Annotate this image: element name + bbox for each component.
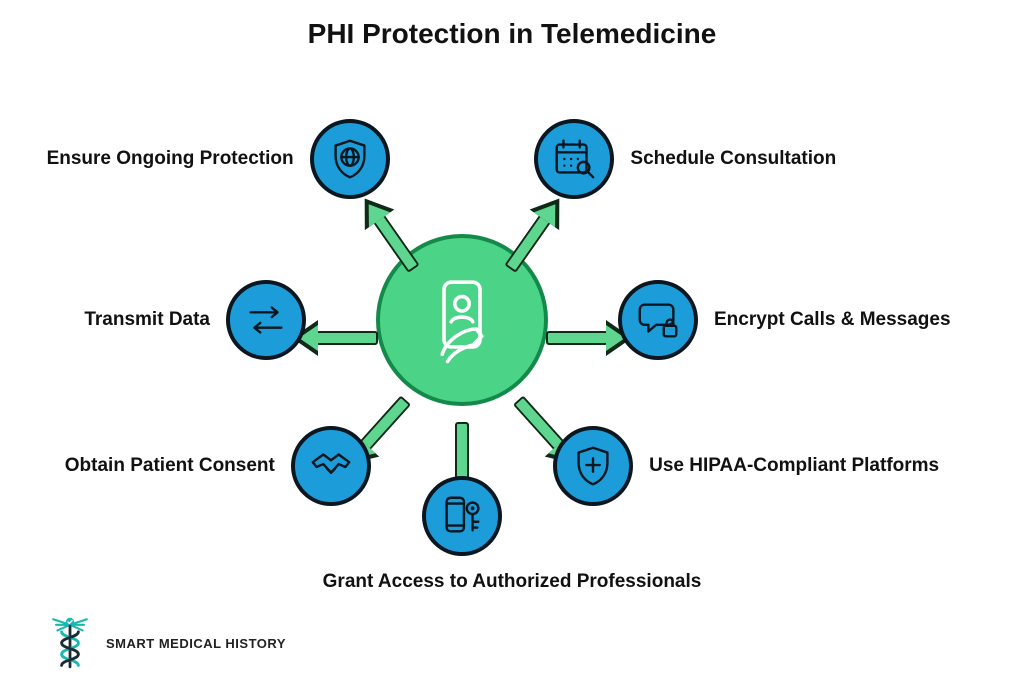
label-hipaa: Use HIPAA-Compliant Platforms (649, 454, 939, 478)
node-access (422, 476, 502, 556)
page-title: PHI Protection in Telemedicine (0, 18, 1024, 50)
node-consent (291, 426, 371, 506)
handshake-icon (307, 442, 355, 490)
node-transmit (226, 280, 306, 360)
brand-text: SMART MEDICAL HISTORY (106, 636, 286, 651)
caduceus-icon (48, 615, 92, 671)
arrow-ongoing (349, 187, 429, 280)
node-ongoing (310, 119, 390, 199)
calendar-search-icon (550, 135, 598, 183)
arrow-schedule (495, 187, 575, 280)
label-access: Grant Access to Authorized Professionals (0, 570, 1024, 594)
shield-globe-icon (326, 135, 374, 183)
label-transmit: Transmit Data (84, 308, 210, 332)
telemedicine-phone-icon (417, 275, 507, 365)
node-hipaa (553, 426, 633, 506)
shield-plus-icon (569, 442, 617, 490)
chat-lock-icon (634, 296, 682, 344)
label-ongoing: Ensure Ongoing Protection (47, 147, 294, 171)
label-schedule: Schedule Consultation (630, 147, 836, 171)
brand-logo: SMART MEDICAL HISTORY (48, 615, 286, 671)
label-consent: Obtain Patient Consent (65, 454, 275, 478)
transfer-arrows-icon (242, 296, 290, 344)
node-encrypt (618, 280, 698, 360)
label-encrypt: Encrypt Calls & Messages (714, 308, 951, 332)
node-schedule (534, 119, 614, 199)
phone-key-icon (438, 492, 486, 540)
